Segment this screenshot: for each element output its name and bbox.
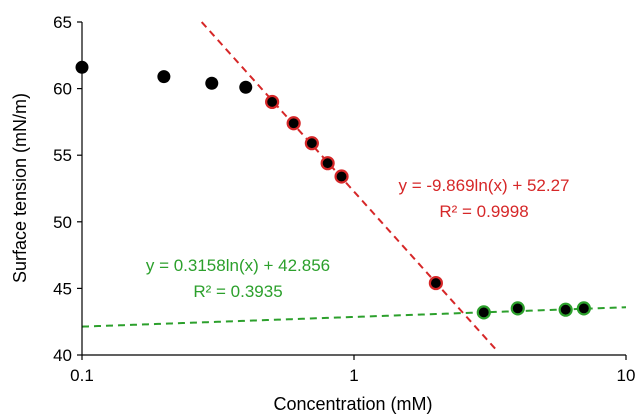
data-point	[75, 60, 89, 74]
data-point	[157, 70, 171, 84]
y-tick-label: 65	[53, 13, 72, 32]
y-tick-label: 55	[53, 146, 72, 165]
x-tick-label: 1	[349, 366, 358, 385]
data-point	[510, 301, 525, 316]
data-point	[334, 169, 349, 184]
data-point	[320, 156, 335, 171]
y-tick-label: 60	[53, 80, 72, 99]
red-trendline-r2: R² = 0.9998	[439, 202, 528, 221]
x-axis-ticks: 0.1 1 10	[70, 355, 635, 385]
green-trendline-r2: R² = 0.3935	[193, 282, 282, 301]
red-trendline	[200, 21, 499, 353]
y-tick-label: 40	[53, 346, 72, 365]
x-axis-title: Concentration (mM)	[273, 394, 432, 414]
data-point	[558, 302, 573, 317]
data-point	[205, 76, 219, 90]
data-point	[239, 80, 253, 94]
data-point	[576, 301, 591, 316]
y-tick-label: 45	[53, 279, 72, 298]
y-axis-ticks: 40 45 50 55 60 65	[53, 13, 82, 365]
x-tick-label: 10	[617, 366, 636, 385]
y-axis-title: Surface tension (mN/m)	[10, 93, 30, 283]
data-point	[476, 305, 491, 320]
data-point	[265, 94, 280, 110]
green-trendline-equation: y = 0.3158ln(x) + 42.856	[146, 256, 330, 275]
red-trendline-equation: y = -9.869ln(x) + 52.27	[398, 176, 569, 195]
trendline-layer	[81, 21, 627, 353]
data-point	[286, 116, 301, 131]
data-point	[304, 136, 319, 151]
x-tick-label: 0.1	[70, 366, 94, 385]
y-tick-label: 50	[53, 213, 72, 232]
data-points	[75, 60, 591, 320]
green-trendline	[81, 306, 627, 328]
data-point	[428, 275, 443, 291]
